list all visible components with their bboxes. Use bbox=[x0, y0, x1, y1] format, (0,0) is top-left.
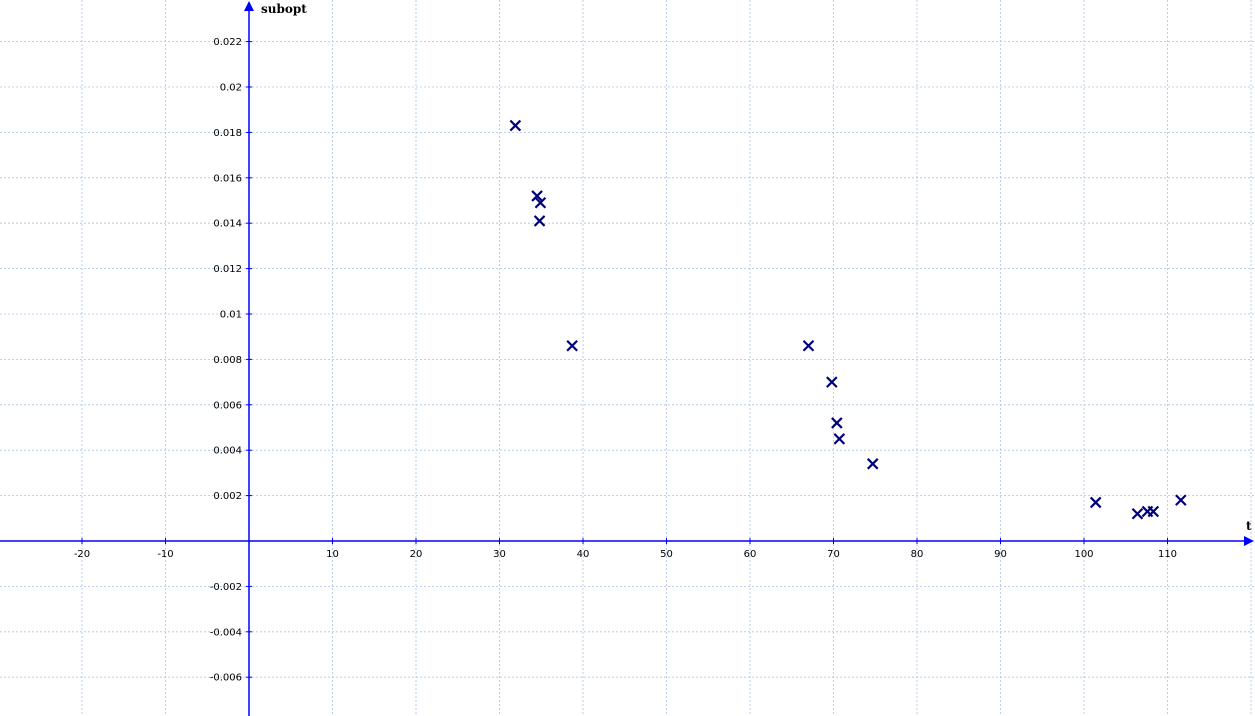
y-axis-arrow-icon bbox=[244, 1, 254, 11]
y-tick-label: -0.004 bbox=[210, 627, 242, 638]
y-tick-label: 0.014 bbox=[213, 219, 242, 230]
y-tick-label: -0.006 bbox=[210, 673, 242, 684]
x-tick-label: 20 bbox=[410, 549, 423, 560]
data-point bbox=[509, 119, 522, 132]
data-point bbox=[826, 376, 838, 388]
x-tick-label: 30 bbox=[493, 549, 506, 560]
data-point bbox=[1131, 507, 1144, 520]
x-axis-arrow-icon bbox=[1244, 536, 1254, 546]
x-tick-label: 50 bbox=[660, 549, 673, 560]
x-tick-label: 40 bbox=[577, 549, 590, 560]
data-point bbox=[831, 417, 843, 429]
x-tick-label: -20 bbox=[74, 549, 90, 560]
y-tick-label: 0.002 bbox=[213, 491, 242, 502]
data-point bbox=[1147, 505, 1160, 518]
data-point bbox=[533, 215, 546, 227]
x-tick-label: 60 bbox=[744, 549, 757, 560]
y-tick-label: 0.018 bbox=[213, 128, 242, 139]
y-axis-label: subopt bbox=[261, 2, 307, 16]
y-tick-label: -0.002 bbox=[210, 582, 242, 593]
data-point bbox=[1089, 496, 1102, 509]
data-point bbox=[866, 458, 879, 470]
data-point bbox=[534, 196, 547, 209]
y-tick-label: 0.022 bbox=[213, 37, 242, 48]
x-tick-label: 10 bbox=[326, 549, 339, 560]
tick-labels: -20 -10 10 20 30 40 50 60 70 80 90 100 110 0.022 0.02 0… bbox=[74, 37, 1177, 684]
data-point bbox=[531, 190, 543, 202]
x-axis-label: t bbox=[1246, 519, 1252, 533]
data-points bbox=[509, 119, 1187, 520]
y-tick-label: 0.01 bbox=[220, 310, 242, 321]
x-tick-label: 100 bbox=[1074, 549, 1093, 560]
y-tick-label: 0.004 bbox=[213, 446, 242, 457]
x-tick-label: 110 bbox=[1158, 549, 1177, 560]
tick-marks bbox=[81, 41, 1168, 678]
data-point bbox=[566, 340, 578, 352]
x-tick-label: -10 bbox=[157, 549, 173, 560]
data-point bbox=[802, 340, 815, 352]
y-tick-label: 0.006 bbox=[213, 400, 242, 411]
y-tick-label: 0.012 bbox=[213, 264, 242, 275]
y-tick-label: 0.008 bbox=[213, 355, 242, 366]
data-point bbox=[833, 433, 846, 445]
x-tick-label: 80 bbox=[911, 549, 924, 560]
data-point bbox=[1175, 494, 1187, 506]
y-tick-label: 0.02 bbox=[220, 83, 242, 94]
x-tick-label: 90 bbox=[994, 549, 1007, 560]
x-tick-label: 70 bbox=[827, 549, 840, 560]
y-tick-label: 0.016 bbox=[213, 173, 242, 184]
